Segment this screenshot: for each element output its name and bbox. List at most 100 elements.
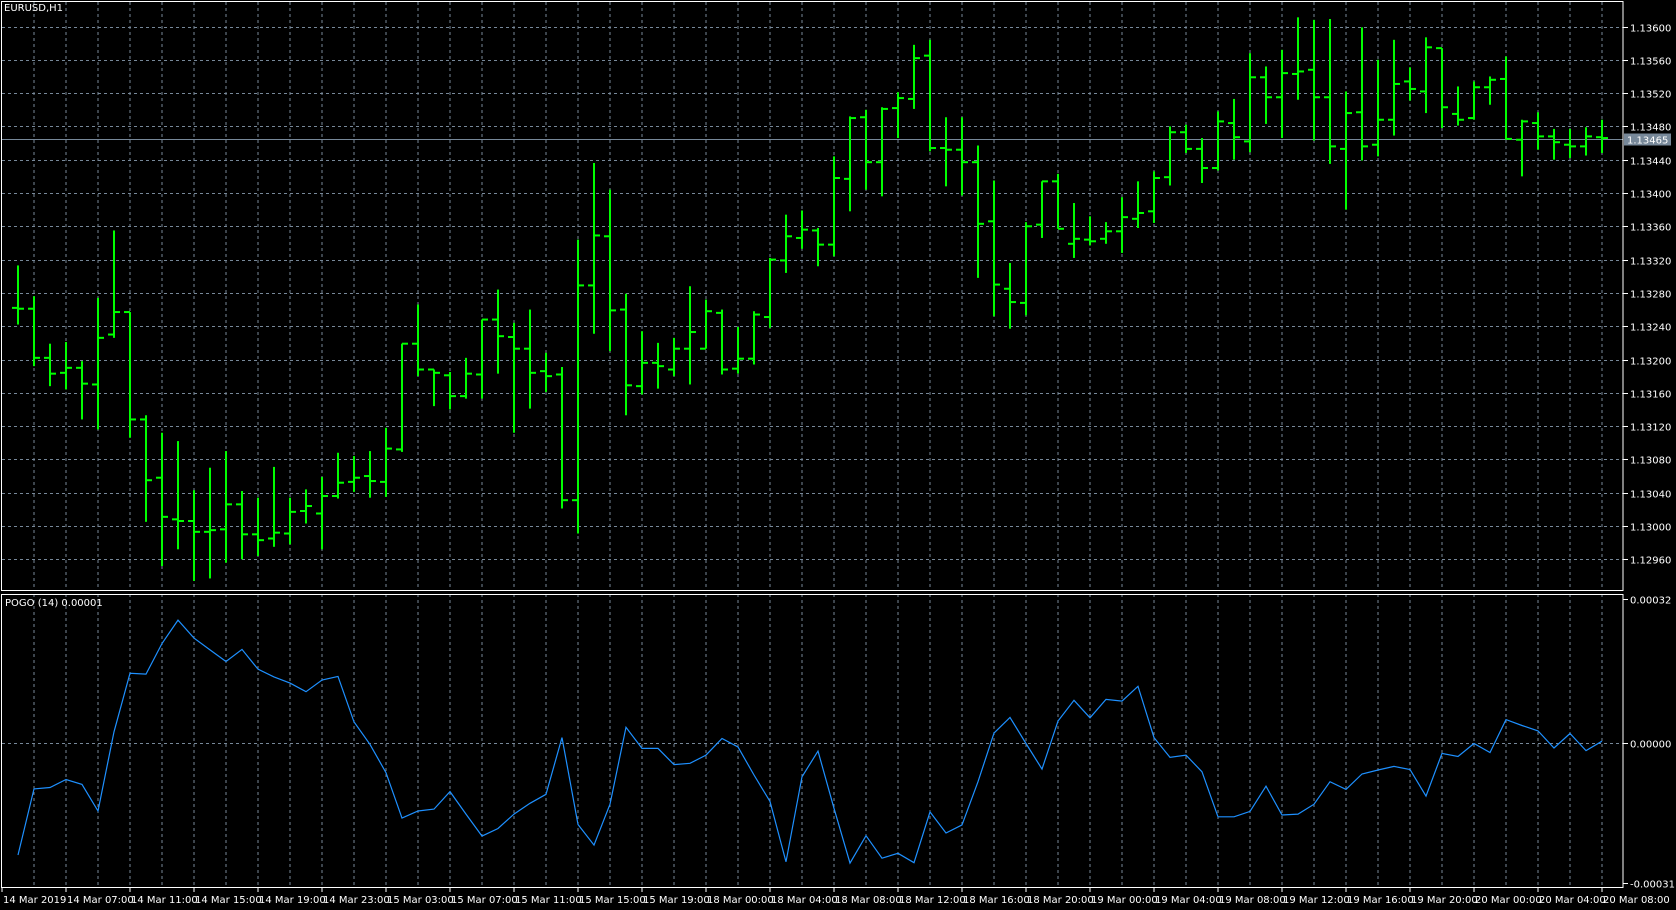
ohlc-bar	[572, 239, 584, 534]
price-axis-label: 1.13280	[1630, 290, 1671, 301]
ohlc-bar	[1004, 262, 1016, 329]
ohlc-bar	[1084, 216, 1096, 246]
ohlc-bar	[796, 210, 808, 249]
ohlc-bar	[1292, 17, 1304, 100]
ohlc-bar	[700, 299, 712, 350]
ohlc-bar	[604, 189, 616, 352]
ohlc-bar	[364, 451, 376, 498]
chart-symbol-title: EURUSD,H1	[4, 3, 64, 14]
ohlc-bar	[892, 92, 904, 139]
ohlc-bar	[92, 297, 104, 430]
price-axis-label: 1.13040	[1630, 490, 1671, 501]
ohlc-bar	[812, 227, 824, 267]
ohlc-bar	[1532, 112, 1544, 150]
price-axis-label: 1.13560	[1630, 57, 1671, 68]
ohlc-bar	[1516, 119, 1528, 177]
ohlc-bar	[620, 293, 632, 416]
indicator-pane[interactable]	[17, 619, 1603, 865]
time-axis-label: 14 Mar 2019	[3, 895, 66, 906]
ohlc-bar	[412, 304, 424, 377]
indicator-axis-label: -0.00031	[1630, 880, 1675, 891]
time-axis-label: 19 Mar 20:00	[1411, 895, 1478, 906]
ohlc-bar	[172, 441, 184, 550]
ohlc-bar	[396, 342, 408, 452]
price-axis-label: 1.13120	[1630, 423, 1671, 434]
ohlc-bar	[1244, 53, 1256, 153]
ohlc-bar	[252, 497, 264, 556]
ohlc-bar	[1372, 59, 1384, 157]
price-axis-label: 1.13200	[1630, 357, 1671, 368]
price-axis-label: 1.12960	[1630, 556, 1671, 567]
ohlc-bar	[1436, 47, 1448, 129]
price-axis-label: 1.13360	[1630, 223, 1671, 234]
time-axis-label: 18 Mar 12:00	[899, 895, 966, 906]
ohlc-bar	[1052, 173, 1064, 230]
ohlc-bar	[140, 415, 152, 522]
ohlc-bar	[300, 489, 312, 524]
time-axis-label: 19 Mar 00:00	[1091, 895, 1158, 906]
ohlc-bar	[668, 337, 680, 377]
price-axis-label: 1.13400	[1630, 190, 1671, 201]
ohlc-bar	[652, 342, 664, 389]
ohlc-bar	[1356, 27, 1368, 161]
ohlc-bar	[332, 452, 344, 499]
ohlc-bar	[476, 318, 488, 399]
ohlc-bar	[636, 331, 648, 395]
ohlc-bar	[924, 39, 936, 152]
indicator-axis-label: 0.00000	[1630, 740, 1671, 751]
ohlc-bar	[988, 180, 1000, 317]
ohlc-bar	[1180, 124, 1192, 154]
ohlc-bar	[1100, 222, 1112, 244]
price-pane[interactable]	[2, 17, 1623, 581]
ohlc-bar	[1132, 181, 1144, 228]
ohlc-bar	[844, 116, 856, 212]
time-axis-label: 14 Mar 07:00	[67, 895, 134, 906]
ohlc-bar	[316, 476, 328, 550]
ohlc-bar	[1164, 126, 1176, 186]
ohlc-bar	[1036, 180, 1048, 238]
ohlc-bar	[1324, 19, 1336, 164]
ohlc-bar	[524, 309, 536, 409]
ohlc-bar	[12, 265, 24, 325]
ohlc-bar	[1276, 49, 1288, 139]
ohlc-bar	[556, 366, 568, 509]
indicator-title: POGO (14) 0.00001	[5, 598, 103, 609]
time-axis-label: 18 Mar 00:00	[707, 895, 774, 906]
ohlc-bar	[908, 44, 920, 109]
ohlc-bar	[1340, 91, 1352, 210]
price-axis-label: 1.13080	[1630, 456, 1671, 467]
ohlc-bar	[1228, 98, 1240, 160]
indicator-line	[17, 619, 1603, 865]
ohlc-bar	[1196, 138, 1208, 184]
ohlc-bar	[684, 286, 696, 385]
ohlc-bar	[1116, 197, 1128, 253]
ohlc-bar	[28, 296, 40, 367]
ohlc-bar	[444, 371, 456, 410]
ohlc-bar	[492, 289, 504, 374]
time-axis-label: 14 Mar 23:00	[323, 895, 390, 906]
ohlc-bar	[860, 109, 872, 190]
ohlc-bar	[284, 497, 296, 545]
ohlc-bar	[204, 467, 216, 579]
price-axis-label: 1.13480	[1630, 123, 1671, 134]
ohlc-bar	[748, 311, 760, 365]
ohlc-bar	[1420, 37, 1432, 114]
time-axis-label: 19 Mar 08:00	[1219, 895, 1286, 906]
time-axis-label: 14 Mar 19:00	[259, 895, 326, 906]
ohlc-bar	[1404, 67, 1416, 101]
ohlc-bar	[1596, 119, 1608, 154]
ohlc-bar	[1068, 202, 1080, 258]
time-axis-label: 15 Mar 11:00	[515, 895, 582, 906]
ohlc-bar	[764, 257, 776, 328]
ohlc-bar	[1212, 111, 1224, 171]
time-axis-label: 20 Mar 04:00	[1539, 895, 1606, 906]
ohlc-bar	[1500, 56, 1512, 140]
ohlc-bar	[1580, 127, 1592, 156]
ohlc-bar	[1388, 39, 1400, 136]
price-axis-label: 1.13000	[1630, 523, 1671, 534]
time-axis-label: 15 Mar 19:00	[643, 895, 710, 906]
ohlc-bar	[1148, 171, 1160, 223]
ohlc-bar	[940, 117, 952, 187]
price-axis-label: 1.13440	[1630, 157, 1671, 168]
ohlc-bar	[1020, 222, 1032, 316]
